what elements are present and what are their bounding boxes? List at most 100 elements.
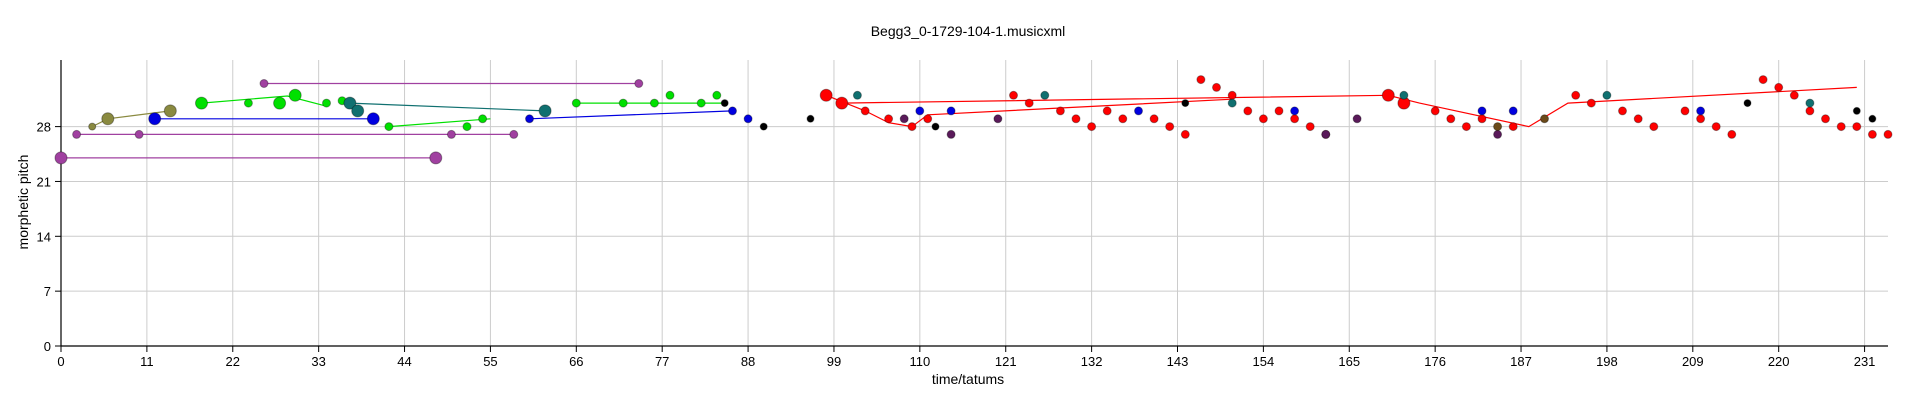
data-point [860, 106, 870, 116]
series-line [201, 95, 327, 107]
x-tick-label: 121 [995, 354, 1017, 369]
data-point [759, 122, 768, 131]
data-point [462, 122, 472, 132]
x-tick-label: 231 [1854, 354, 1876, 369]
x-tick-label: 110 [909, 354, 930, 369]
data-point [1430, 106, 1440, 116]
data-point [993, 114, 1003, 124]
data-point [649, 98, 659, 108]
series-line [388, 118, 491, 128]
data-point [1134, 106, 1143, 116]
data-point [1243, 106, 1253, 116]
data-point [1571, 90, 1581, 100]
y-tick-label: 21 [37, 174, 51, 189]
data-point [1508, 106, 1518, 116]
data-point [1477, 114, 1487, 124]
data-point [1274, 106, 1284, 116]
data-point [1743, 99, 1752, 108]
data-point [1852, 106, 1861, 115]
data-point [1290, 114, 1300, 124]
data-point [1446, 114, 1456, 124]
data-point [1696, 106, 1706, 116]
data-point [1633, 114, 1643, 124]
data-points-layer [54, 75, 1893, 165]
data-point [259, 79, 269, 88]
data-point [1149, 114, 1159, 124]
data-point [101, 112, 115, 126]
data-point [54, 151, 68, 165]
chart-title: Begg3_0-1729-104-1.musicxml [871, 23, 1066, 39]
data-point [819, 88, 833, 102]
data-point [1649, 122, 1659, 132]
axes-layer: 0 11 22 33 44 55 66 77 88 99 110 121 132 143 154 165 176… [37, 60, 1888, 369]
data-point [852, 90, 862, 100]
data-point [538, 104, 552, 118]
data-point [1352, 114, 1362, 124]
data-point [1586, 98, 1596, 108]
x-tick-label: 44 [397, 354, 411, 369]
x-tick-label: 209 [1682, 354, 1704, 369]
x-tick-label: 11 [140, 354, 154, 369]
data-point [1009, 90, 1018, 100]
data-point [806, 114, 815, 123]
data-point [1321, 129, 1331, 139]
y-tick-label: 0 [44, 339, 51, 354]
data-point [1883, 129, 1893, 139]
data-point [1290, 106, 1300, 116]
data-point [1071, 114, 1081, 124]
data-point [696, 98, 706, 108]
data-point [571, 98, 581, 108]
y-tick-label: 7 [44, 284, 51, 299]
series-line [529, 110, 733, 120]
data-point [618, 98, 628, 108]
x-tick-label: 55 [483, 354, 497, 369]
data-point [1868, 114, 1877, 123]
y-tick-label: 14 [37, 229, 51, 244]
data-point [88, 122, 97, 131]
data-point [1805, 106, 1815, 116]
data-point [634, 79, 644, 88]
x-tick-label: 198 [1596, 354, 1618, 369]
x-tick-label: 154 [1253, 354, 1275, 369]
data-point [195, 96, 208, 110]
data-point [1055, 106, 1065, 116]
data-point [1758, 75, 1768, 85]
data-point [343, 96, 357, 110]
data-point [1399, 90, 1409, 100]
x-tick-label: 132 [1081, 354, 1103, 369]
data-point [1867, 129, 1877, 139]
series-line [349, 102, 546, 112]
data-point [1618, 106, 1627, 116]
data-point [1774, 82, 1784, 92]
data-point [351, 104, 365, 118]
data-point [1477, 106, 1487, 116]
data-point [1493, 122, 1503, 132]
data-point [163, 104, 177, 118]
x-tick-label: 220 [1768, 354, 1790, 369]
data-point [1165, 122, 1175, 132]
x-tick-label: 33 [311, 354, 325, 369]
data-point [525, 114, 534, 124]
data-point [899, 114, 909, 124]
data-point [384, 122, 394, 132]
grid-layer [60, 60, 1888, 347]
data-point [1493, 129, 1503, 139]
data-point [1602, 90, 1612, 100]
data-point [1227, 90, 1237, 100]
data-point [1118, 114, 1128, 124]
data-point [743, 114, 753, 124]
x-tick-label: 187 [1510, 354, 1532, 369]
x-tick-label: 88 [741, 354, 755, 369]
data-point [1181, 99, 1190, 108]
y-axis-label: morphetic pitch [15, 155, 31, 250]
data-point [1696, 114, 1706, 124]
data-point [322, 98, 331, 108]
data-point [1102, 106, 1112, 116]
data-point [835, 96, 849, 110]
data-point [1805, 98, 1815, 108]
x-tick-label: 0 [57, 354, 64, 369]
data-point [1087, 122, 1097, 132]
series-lines-layer [61, 82, 1857, 159]
